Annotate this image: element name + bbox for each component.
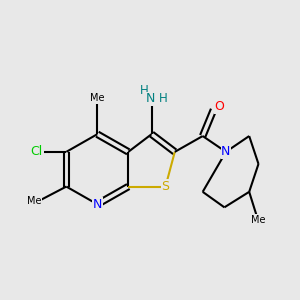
Text: Cl: Cl	[31, 146, 43, 158]
Text: H: H	[159, 92, 168, 105]
Text: O: O	[214, 100, 224, 113]
Text: N: N	[93, 198, 102, 211]
Text: Me: Me	[90, 93, 105, 103]
Text: H: H	[140, 84, 148, 97]
Text: N: N	[145, 92, 155, 105]
Text: Me: Me	[28, 196, 42, 206]
Text: N: N	[221, 146, 231, 158]
Text: S: S	[161, 180, 169, 193]
Text: Me: Me	[251, 215, 266, 225]
